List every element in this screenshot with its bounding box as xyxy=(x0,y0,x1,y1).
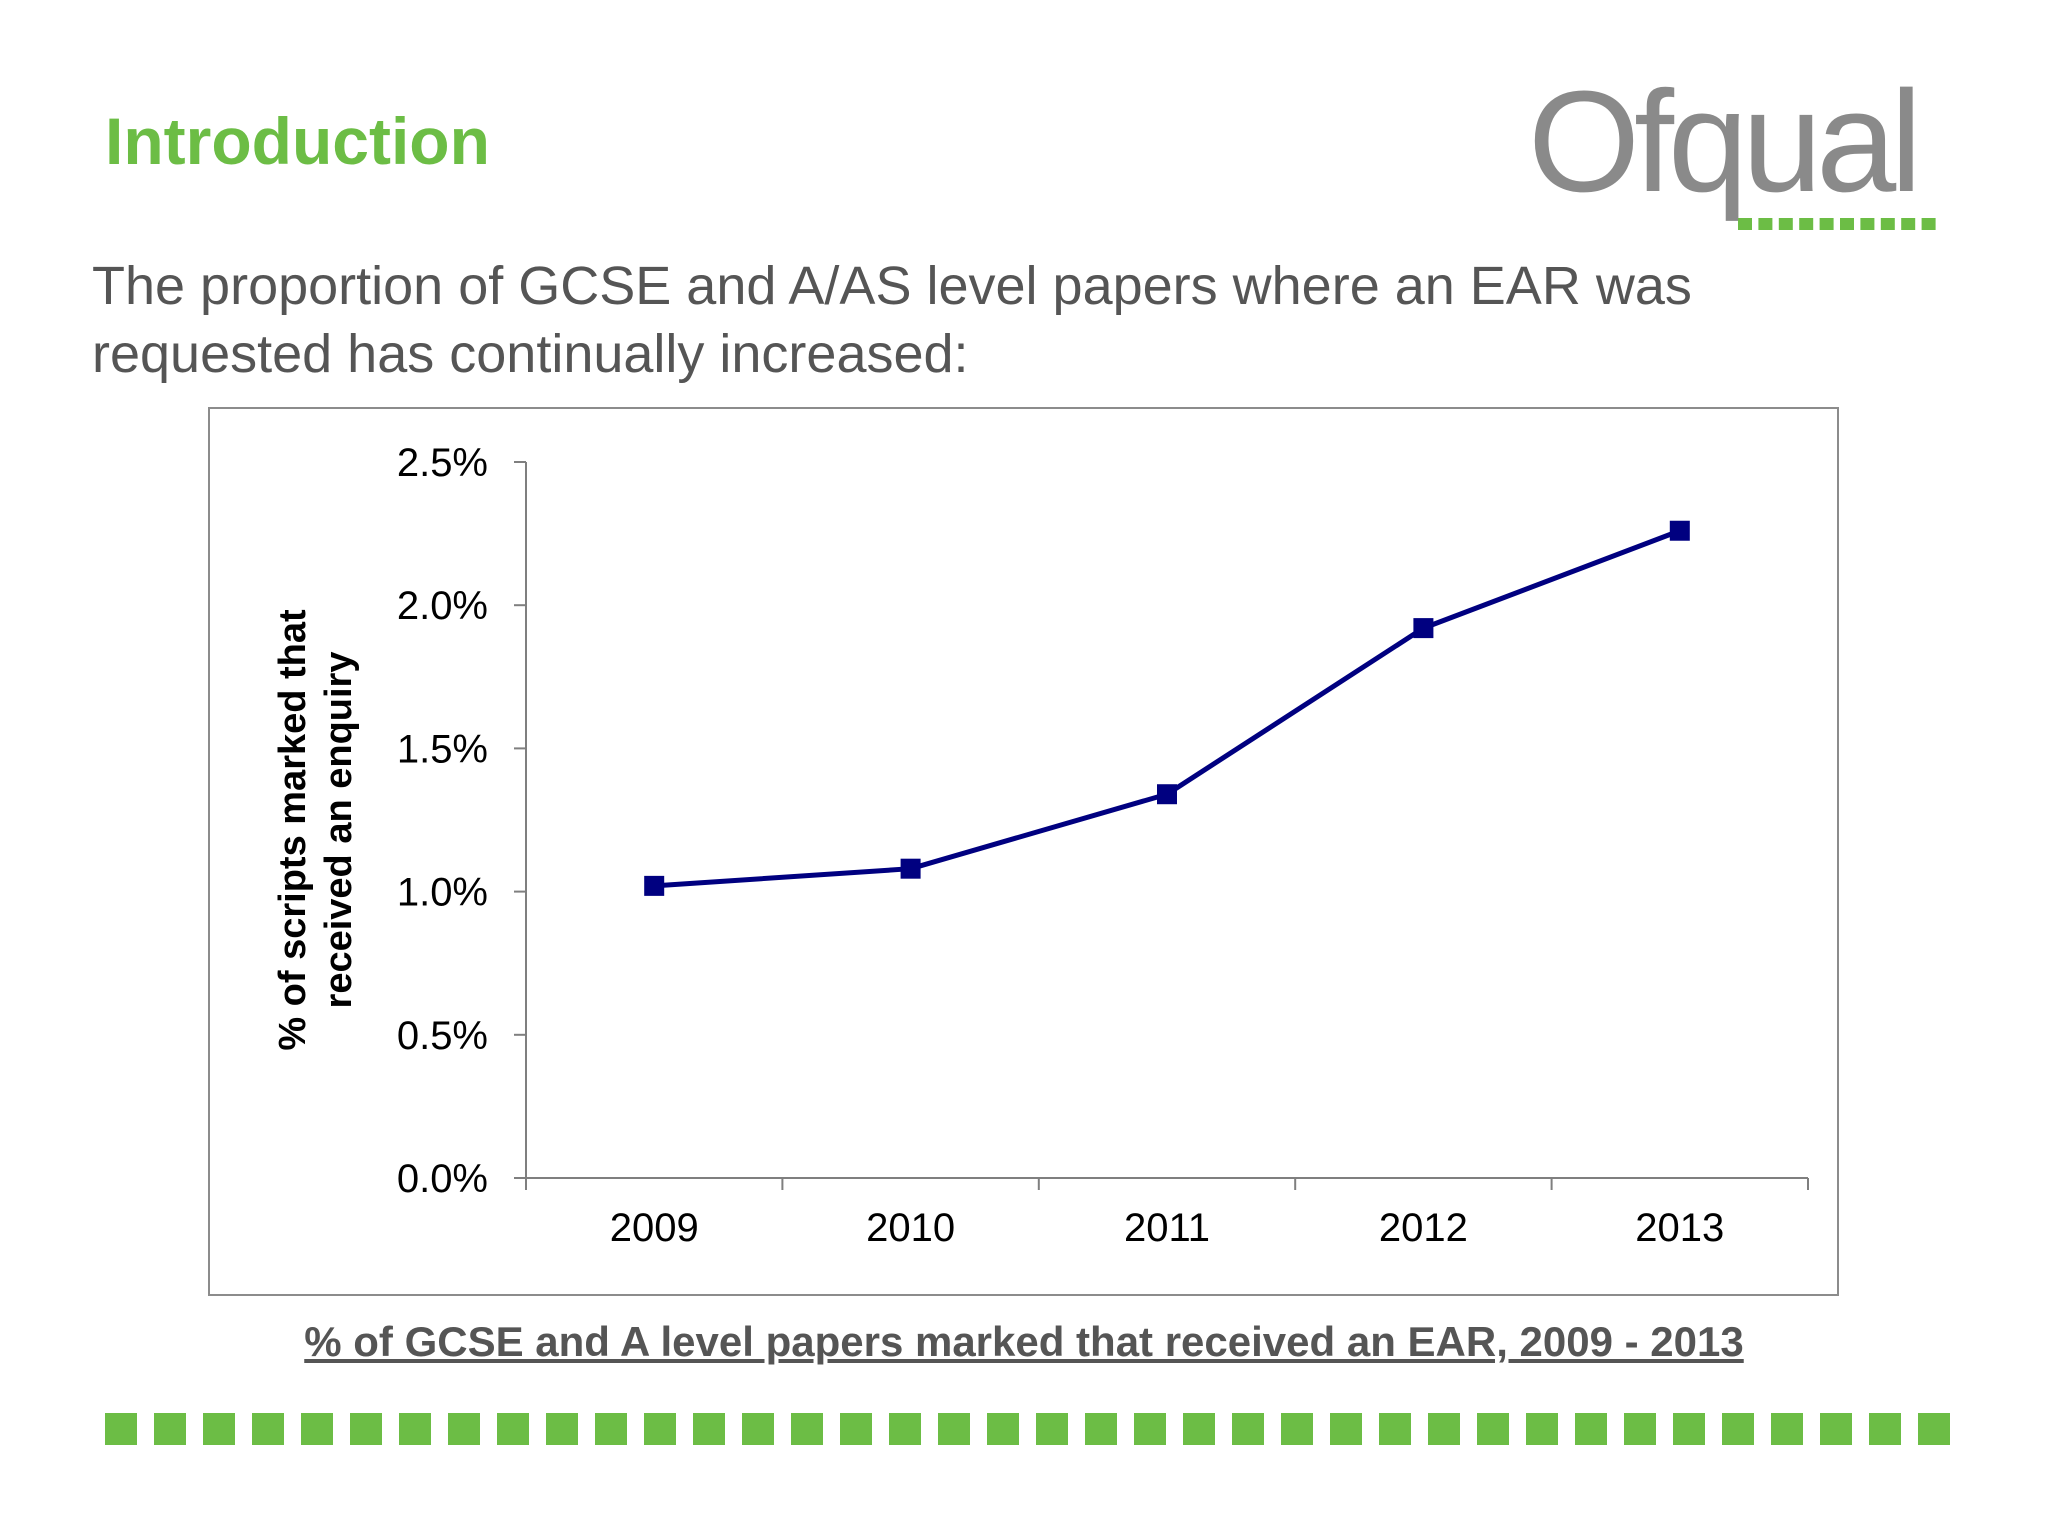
bottom-dash xyxy=(1036,1413,1068,1445)
data-point-marker xyxy=(1413,618,1434,639)
bottom-dash xyxy=(840,1413,872,1445)
bottom-dash xyxy=(742,1413,774,1445)
bottom-dash xyxy=(1085,1413,1117,1445)
y-tick-label: 2.0% xyxy=(397,584,488,628)
logo-dash xyxy=(1901,218,1916,230)
y-tick-label: 2.5% xyxy=(397,441,488,485)
y-tick-label: 1.0% xyxy=(397,871,488,915)
bottom-dash xyxy=(203,1413,235,1445)
y-axis-label: % of scripts marked that received an enqu… xyxy=(272,609,360,1051)
y-tick-label: 1.5% xyxy=(397,727,488,771)
bottom-dash xyxy=(1477,1413,1509,1445)
x-tick-labels: 2009 2010 2011 2012 2013 xyxy=(610,1206,1725,1250)
y-tick-label: 0.0% xyxy=(397,1157,488,1201)
bottom-dash xyxy=(1722,1413,1754,1445)
chart-frame: 0.0% 0.5% 1.0% 1.5% 2.0% 2.5% 2009 2010 2011 201… xyxy=(208,407,1839,1296)
x-tick-label: 2011 xyxy=(1124,1206,1210,1250)
bottom-dash xyxy=(1134,1413,1166,1445)
bottom-dash xyxy=(1869,1413,1901,1445)
bottom-dash xyxy=(1183,1413,1215,1445)
bottom-dash xyxy=(938,1413,970,1445)
bottom-dash xyxy=(1232,1413,1264,1445)
logo-dash xyxy=(1799,218,1814,230)
bottom-dash-row xyxy=(105,1413,1950,1445)
logo-dash xyxy=(1840,218,1854,230)
data-point-marker xyxy=(1157,784,1177,805)
bottom-dash xyxy=(497,1413,529,1445)
bottom-dash xyxy=(546,1413,578,1445)
x-tick-label: 2012 xyxy=(1379,1206,1468,1250)
logo-dash xyxy=(1778,218,1793,230)
bottom-dash xyxy=(301,1413,333,1445)
bottom-dash xyxy=(1673,1413,1705,1445)
logo-dash xyxy=(1880,218,1895,230)
x-tick-label: 2010 xyxy=(866,1206,955,1250)
bottom-dash xyxy=(1575,1413,1607,1445)
y-tick-labels: 0.0% 0.5% 1.0% 1.5% 2.0% 2.5% xyxy=(397,441,488,1201)
bottom-dash xyxy=(1379,1413,1411,1445)
logo-dash-row xyxy=(1738,218,1936,230)
y-tick-label: 0.5% xyxy=(397,1014,488,1058)
logo-dash xyxy=(1921,218,1936,230)
intro-text: The proportion of GCSE and A/AS level pa… xyxy=(92,256,1692,384)
bottom-dash xyxy=(644,1413,676,1445)
bottom-dash xyxy=(399,1413,431,1445)
x-tick-label: 2013 xyxy=(1635,1206,1724,1250)
bottom-dash xyxy=(693,1413,725,1445)
logo-dash xyxy=(1738,218,1752,230)
data-point-marker xyxy=(644,875,665,896)
bottom-dash xyxy=(350,1413,382,1445)
logo-dash xyxy=(1819,218,1834,230)
bottom-dash xyxy=(1918,1413,1950,1445)
chart-series xyxy=(644,520,1690,896)
data-point-marker xyxy=(1669,520,1690,541)
logo-dash xyxy=(1758,218,1773,230)
line-chart: 0.0% 0.5% 1.0% 1.5% 2.0% 2.5% 2009 2010 2011 201… xyxy=(272,441,1809,1250)
ofqual-logo: Ofqual xyxy=(1528,70,1948,240)
bottom-dash xyxy=(448,1413,480,1445)
series-line xyxy=(654,528,1681,889)
bottom-dash xyxy=(1820,1413,1852,1445)
bottom-dash xyxy=(105,1413,137,1445)
bottom-dash xyxy=(595,1413,627,1445)
bottom-dash xyxy=(791,1413,823,1445)
bottom-dash xyxy=(154,1413,186,1445)
bottom-dash xyxy=(1428,1413,1460,1445)
bottom-dash xyxy=(1281,1413,1313,1445)
slide-title: Introduction xyxy=(105,104,490,178)
bottom-dash xyxy=(1624,1413,1656,1445)
bottom-dash xyxy=(1526,1413,1558,1445)
chart-axes xyxy=(514,461,1809,1190)
bottom-dash xyxy=(889,1413,921,1445)
logo-dash xyxy=(1860,218,1875,230)
data-point-marker xyxy=(900,858,921,879)
bottom-dash xyxy=(987,1413,1019,1445)
chart-caption: % of GCSE and A level papers marked that… xyxy=(304,1318,1744,1365)
bottom-dash xyxy=(1771,1413,1803,1445)
bottom-dash xyxy=(1330,1413,1362,1445)
x-tick-label: 2009 xyxy=(610,1206,699,1250)
logo-text: Ofqual xyxy=(1528,61,1922,222)
bottom-dash xyxy=(252,1413,284,1445)
